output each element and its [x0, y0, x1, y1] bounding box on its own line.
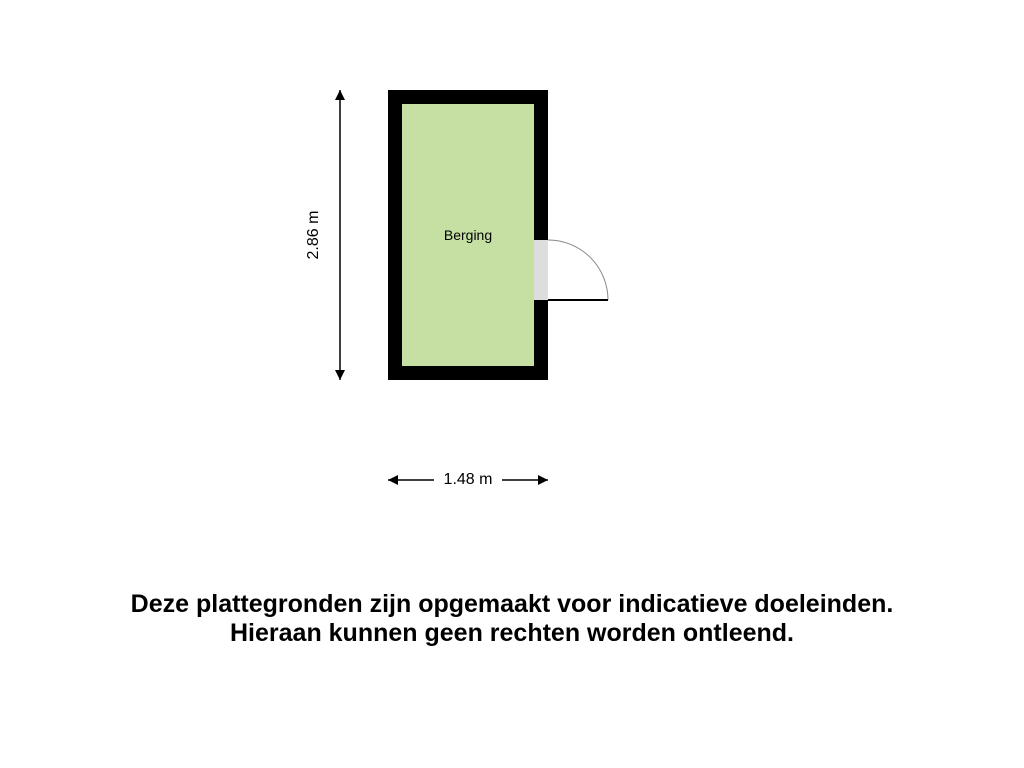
room-interior: Berging — [402, 104, 534, 366]
door-swing-arc — [548, 240, 608, 300]
dim-height-group — [335, 90, 345, 380]
disclaimer-line1: Deze plattegronden zijn opgemaakt voor i… — [0, 590, 1024, 619]
floorplan-canvas: Berging 2.86 m 1.48 m Deze plattegronden… — [0, 0, 1024, 768]
dim-height-arrow-top — [335, 90, 345, 100]
disclaimer: Deze plattegronden zijn opgemaakt voor i… — [0, 590, 1024, 648]
disclaimer-line2: Hieraan kunnen geen rechten worden ontle… — [0, 619, 1024, 648]
room-label: Berging — [444, 227, 492, 243]
dim-width-label: 1.48 m — [444, 471, 493, 489]
dim-width-arrow-left — [388, 475, 398, 485]
dim-height-label: 2.86 m — [305, 211, 323, 260]
dim-width-arrow-right — [538, 475, 548, 485]
dim-height-arrow-bottom — [335, 370, 345, 380]
